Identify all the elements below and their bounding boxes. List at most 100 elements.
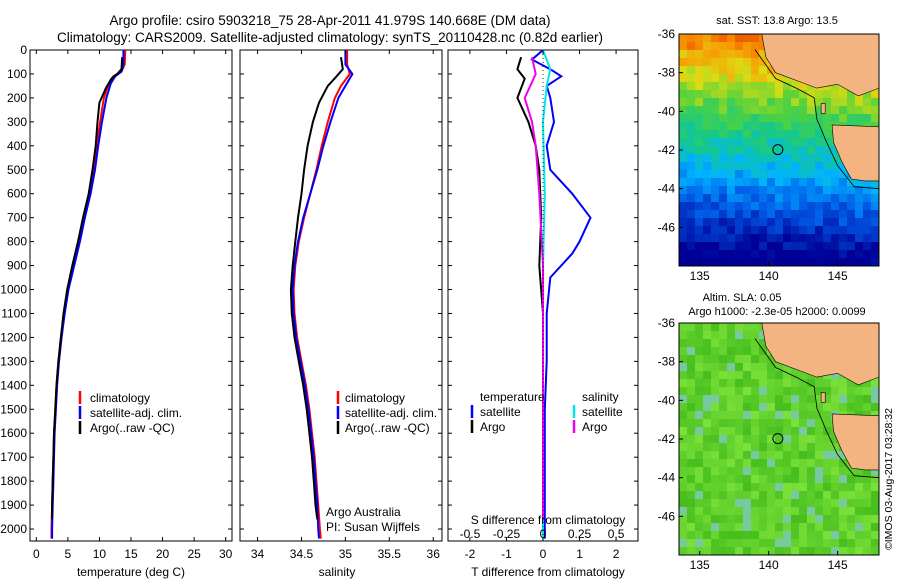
legend-label-sal-satellite: satellite: [582, 405, 623, 419]
sst-map-lat-label: -36: [658, 27, 676, 41]
sla-map-lat-label: -42: [658, 432, 676, 446]
sst-map-lon-label: 145: [828, 269, 848, 283]
legend-label-climatology: climatology: [345, 391, 405, 405]
difference-x-tick-label-top: 0: [540, 527, 547, 541]
sla-map-lat-label: -44: [658, 471, 676, 485]
sst-map-frame: [678, 33, 880, 267]
difference-x-tick-label: -1: [501, 547, 512, 561]
sla-map-lat-label: -38: [658, 355, 676, 369]
sla-map-title-2: Argo h1000: -2.3e-05 h2000: 0.0099: [688, 306, 865, 318]
difference-x-tick-label-top: -0.25: [493, 527, 521, 541]
temperature-axis-label: temperature (deg C): [77, 565, 185, 579]
difference-x-tick-label: 1: [576, 547, 583, 561]
header-line-2: Climatology: CARS2009. Satellite-adjuste…: [56, 30, 604, 45]
salinity-legend: climatology satellite-adj. clim. Argo(..…: [336, 391, 437, 435]
depth-tick-label: 300: [7, 115, 27, 129]
sst-map-argo-position-marker: [772, 144, 784, 156]
temperature-x-tick-label: 5: [65, 547, 72, 561]
sst-map-shelf-contour: [754, 49, 880, 190]
sla-map-lat-label: -40: [658, 393, 676, 407]
depth-tick-label: 1000: [0, 283, 27, 297]
temperature-legend: climatology satellite-adj. clim. Argo(..…: [78, 391, 182, 435]
depth-tick-label: 600: [7, 187, 27, 201]
legend-label-climatology: climatology: [90, 391, 150, 405]
temperature-x-tick-label: 10: [93, 547, 107, 561]
s-difference-axis-label: S difference from climatology: [471, 513, 626, 527]
imos-credit: ©IMOS 03-Aug-2017 03:28:32: [883, 408, 895, 550]
salinity-x-tick-label: 36: [427, 547, 441, 561]
legend-label-satellite-adj: satellite-adj. clim.: [90, 406, 182, 420]
depth-tick-label: 700: [7, 211, 27, 225]
sst-map-lat-label: -42: [658, 143, 676, 157]
depth-tick-label: 200: [7, 91, 27, 105]
depth-tick-label: 1600: [0, 426, 27, 440]
sst-map-king-island: [820, 103, 826, 114]
temperature-x-tick-label: 20: [156, 547, 170, 561]
header-line-1: Argo profile: csiro 5903218_75 28-Apr-20…: [109, 13, 551, 28]
sla-map-lat-label: -36: [658, 316, 676, 330]
sla-map-shelf-contour: [754, 338, 880, 479]
depth-tick-label: 1700: [0, 450, 27, 464]
depth-tick-label: 1500: [0, 402, 27, 416]
salinity-series-2: [291, 50, 354, 539]
temperature-x-tick-label: 0: [33, 547, 40, 561]
sst-map-lat-label: -44: [658, 182, 676, 196]
depth-tick-label: 2000: [0, 522, 27, 536]
temperature-series-3: [51, 57, 124, 520]
depth-tick-label: 900: [7, 259, 27, 273]
temperature-x-tick-label: 15: [124, 547, 138, 561]
sla-map-lon-label: 145: [828, 558, 848, 572]
difference-x-tick-label-top: 0.25: [568, 527, 592, 541]
salinity-series-3: [289, 57, 344, 520]
depth-tick-label: 1100: [1, 306, 27, 320]
temperature-panel: [29, 49, 233, 542]
depth-tick-label: 100: [7, 67, 27, 81]
legend-label-temp-satellite: satellite: [480, 405, 521, 419]
sst-map-lat-label: -38: [658, 66, 676, 80]
salinity-x-tick-label: 34.5: [290, 547, 314, 561]
sla-map-title-1: Altim. SLA: 0.05: [703, 292, 782, 304]
temperature-x-tick-label: 30: [219, 547, 233, 561]
difference-x-tick-label-top: 0.5: [608, 527, 625, 541]
difference-legend: temperature salinity satellite Argo sate…: [470, 390, 623, 434]
depth-tick-label: 400: [7, 139, 27, 153]
difference-series-4: [523, 56, 544, 520]
sla-map-argo-position-marker: [772, 433, 784, 445]
depth-tick-label: 1200: [0, 330, 27, 344]
pi-note: PI: Susan Wijffels: [326, 520, 420, 534]
salinity-x-tick-label: 34: [251, 547, 265, 561]
sst-map-title: sat. SST: 13.8 Argo: 13.5: [716, 15, 838, 27]
depth-tick-label: 1900: [0, 498, 27, 512]
sst-map-lat-label: -46: [658, 220, 676, 234]
depth-tick-label: 500: [7, 163, 27, 177]
salinity-x-tick-label: 35.5: [378, 547, 402, 561]
difference-x-tick-label-top: -0.5: [460, 527, 481, 541]
sla-map-king-island: [820, 392, 826, 403]
depth-tick-label: 1300: [0, 354, 27, 368]
t-difference-axis-label: T difference from climatology: [471, 565, 625, 579]
sla-map-lon-label: 135: [690, 558, 710, 572]
legend-label-temp-argo: Argo: [480, 420, 506, 434]
sst-map-lat-label: -40: [658, 104, 676, 118]
salinity-axis-label: salinity: [319, 565, 356, 579]
legend-label-sal-argo: Argo: [582, 420, 608, 434]
difference-series-1: [530, 50, 592, 539]
legend-header-salinity: salinity: [582, 390, 619, 404]
depth-tick-label: 1400: [0, 378, 27, 392]
legend-header-temperature: temperature: [480, 390, 545, 404]
legend-label-argo: Argo(..raw -QC): [90, 421, 175, 435]
depth-tick-label: 0: [20, 43, 27, 57]
argo-australia-note: Argo Australia: [326, 505, 401, 519]
sla-map-lat-label: -46: [658, 509, 676, 523]
difference-x-tick-label: -2: [465, 547, 476, 561]
salinity-x-tick-label: 35: [339, 547, 353, 561]
temperature-x-tick-label: 25: [187, 547, 201, 561]
sla-map-lon-label: 140: [759, 558, 779, 572]
legend-label-argo: Argo(..raw -QC): [345, 421, 430, 435]
sst-map-lon-label: 140: [759, 269, 779, 283]
legend-label-satellite-adj: satellite-adj. clim.: [345, 406, 437, 420]
difference-x-tick-label: 2: [613, 547, 620, 561]
sla-map-frame: [678, 322, 880, 556]
difference-x-tick-label: 0: [540, 547, 547, 561]
depth-tick-label: 1800: [0, 474, 27, 488]
